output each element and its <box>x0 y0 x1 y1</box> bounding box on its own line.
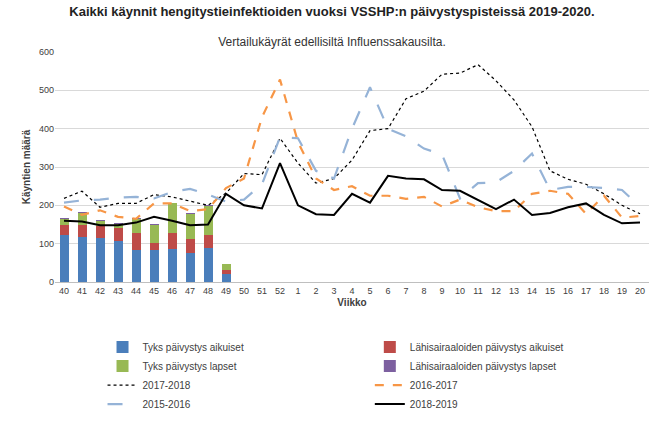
svg-text:300: 300 <box>39 162 54 172</box>
svg-text:Lähisairaaloiden päivystys lap: Lähisairaaloiden päivystys lapset <box>410 361 556 372</box>
svg-text:600: 600 <box>39 47 54 57</box>
svg-text:20: 20 <box>635 286 645 296</box>
svg-text:45: 45 <box>149 286 159 296</box>
svg-text:8: 8 <box>421 286 426 296</box>
svg-text:1: 1 <box>295 286 300 296</box>
svg-text:52: 52 <box>275 286 285 296</box>
svg-text:18: 18 <box>599 286 609 296</box>
svg-text:Viikko: Viikko <box>337 297 366 308</box>
svg-text:51: 51 <box>257 286 267 296</box>
svg-text:13: 13 <box>509 286 519 296</box>
svg-text:14: 14 <box>527 286 537 296</box>
svg-text:Lähisairaaloiden päivystys aik: Lähisairaaloiden päivystys aikuiset <box>410 342 564 353</box>
svg-text:42: 42 <box>95 286 105 296</box>
svg-text:100: 100 <box>39 239 54 249</box>
svg-text:Käyntien määrä: Käyntien määrä <box>21 129 32 204</box>
svg-text:15: 15 <box>545 286 555 296</box>
svg-text:7: 7 <box>403 286 408 296</box>
svg-text:17: 17 <box>581 286 591 296</box>
svg-text:500: 500 <box>39 85 54 95</box>
svg-text:46: 46 <box>167 286 177 296</box>
svg-text:12: 12 <box>491 286 501 296</box>
svg-text:40: 40 <box>59 286 69 296</box>
svg-text:47: 47 <box>185 286 195 296</box>
svg-text:44: 44 <box>131 286 141 296</box>
svg-text:400: 400 <box>39 124 54 134</box>
svg-text:4: 4 <box>349 286 354 296</box>
svg-text:43: 43 <box>113 286 123 296</box>
svg-text:41: 41 <box>77 286 87 296</box>
svg-text:2017-2018: 2017-2018 <box>143 380 191 391</box>
svg-text:19: 19 <box>617 286 627 296</box>
svg-text:3: 3 <box>331 286 336 296</box>
svg-text:10: 10 <box>455 286 465 296</box>
svg-text:2015-2016: 2015-2016 <box>143 399 191 410</box>
svg-text:16: 16 <box>563 286 573 296</box>
svg-text:2016-2017: 2016-2017 <box>410 380 458 391</box>
svg-text:5: 5 <box>367 286 372 296</box>
svg-text:9: 9 <box>439 286 444 296</box>
svg-text:6: 6 <box>385 286 390 296</box>
svg-text:2018-2019: 2018-2019 <box>410 399 458 410</box>
svg-text:200: 200 <box>39 200 54 210</box>
svg-text:50: 50 <box>239 286 249 296</box>
svg-text:Tyks päivystys lapset: Tyks päivystys lapset <box>143 361 237 372</box>
svg-text:49: 49 <box>221 286 231 296</box>
svg-text:0: 0 <box>49 277 54 287</box>
svg-text:Tyks päivystys aikuiset: Tyks päivystys aikuiset <box>143 342 244 353</box>
svg-text:Kaikki käynnit hengitystieinfe: Kaikki käynnit hengitystieinfektioiden v… <box>69 4 594 19</box>
svg-text:48: 48 <box>203 286 213 296</box>
svg-text:Vertailukäyrät edellisiltä Inf: Vertailukäyrät edellisiltä Influenssakau… <box>218 35 445 49</box>
svg-text:2: 2 <box>313 286 318 296</box>
svg-text:11: 11 <box>473 286 482 296</box>
